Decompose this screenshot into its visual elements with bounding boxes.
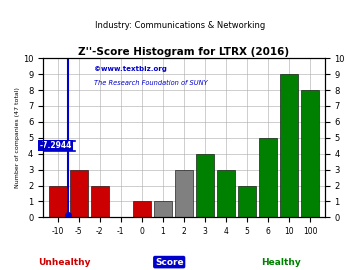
Text: Healthy: Healthy (261, 258, 301, 266)
Text: ©www.textbiz.org: ©www.textbiz.org (94, 66, 167, 72)
Text: Score: Score (155, 258, 184, 266)
Bar (301, 90, 319, 217)
Bar (259, 138, 277, 217)
Text: Industry: Communications & Networking: Industry: Communications & Networking (95, 21, 265, 30)
Bar (154, 201, 172, 217)
Text: The Research Foundation of SUNY: The Research Foundation of SUNY (94, 80, 207, 86)
Title: Z''-Score Histogram for LTRX (2016): Z''-Score Histogram for LTRX (2016) (78, 48, 289, 58)
Bar (196, 154, 214, 217)
Bar (280, 74, 298, 217)
Text: Unhealthy: Unhealthy (39, 258, 91, 266)
Bar (238, 185, 256, 217)
Bar (91, 185, 109, 217)
Y-axis label: Number of companies (47 total): Number of companies (47 total) (15, 87, 20, 188)
Bar (217, 170, 235, 217)
Bar (49, 185, 67, 217)
Bar (133, 201, 151, 217)
Bar (175, 170, 193, 217)
Bar (70, 170, 88, 217)
Text: -7.2944: -7.2944 (40, 141, 72, 150)
